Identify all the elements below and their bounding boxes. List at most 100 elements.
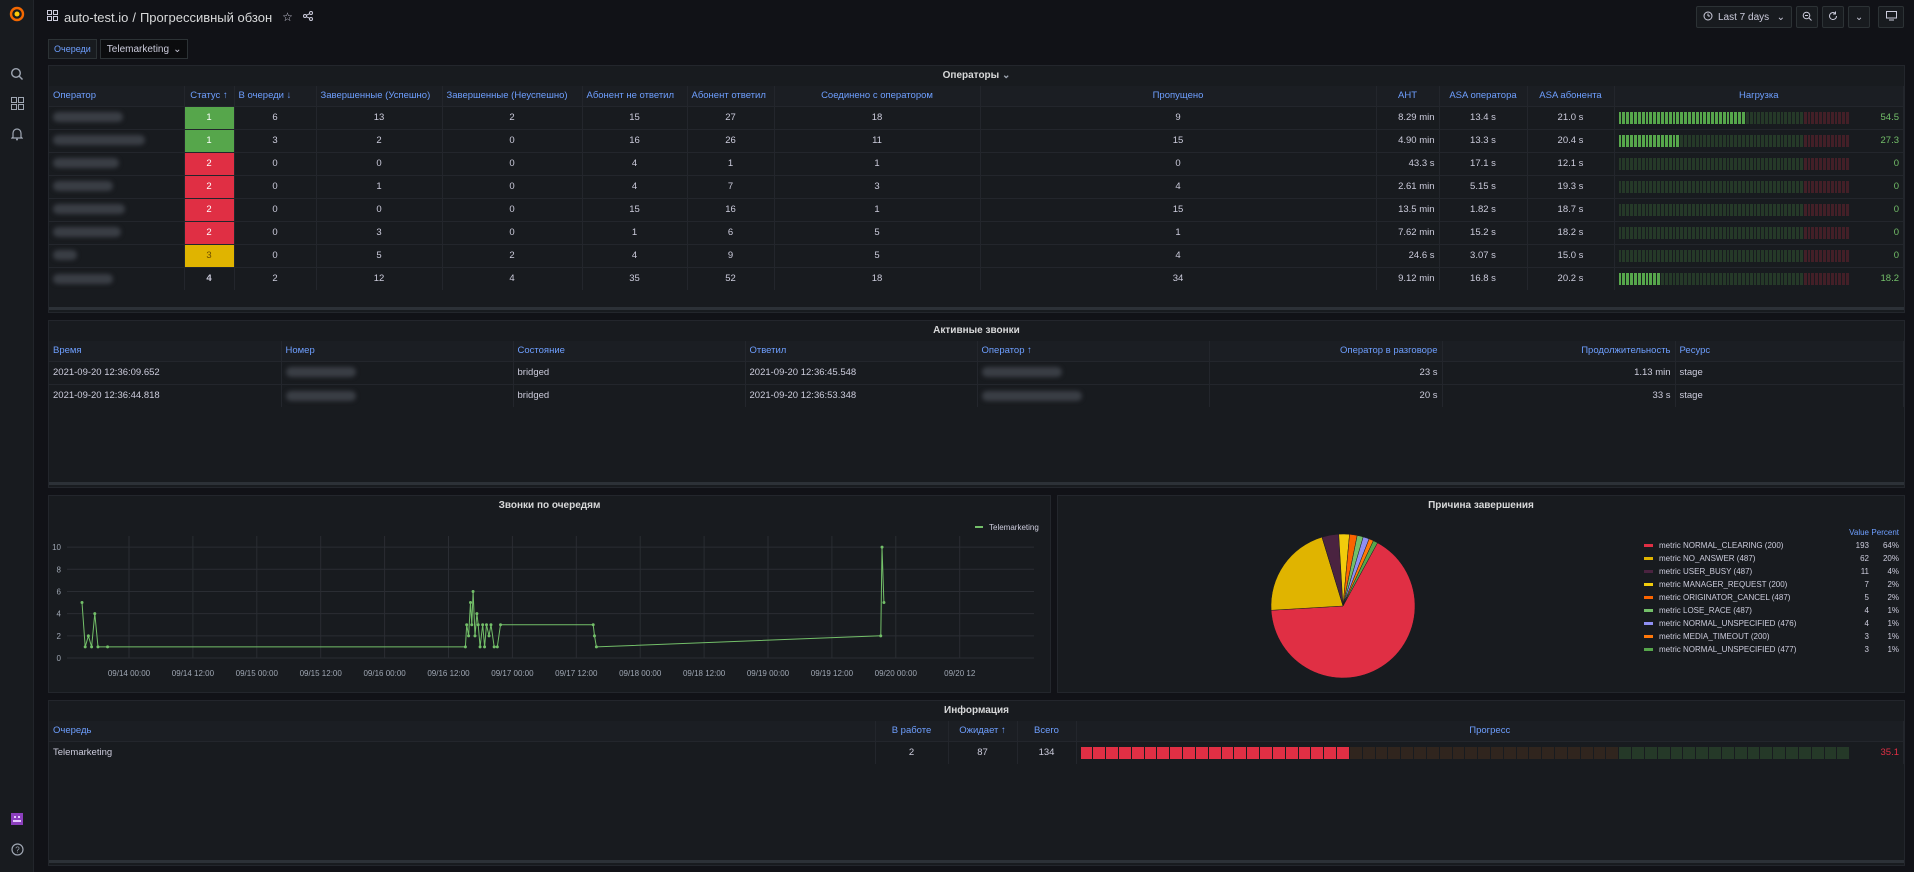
alerting-bell-icon[interactable] (7, 124, 27, 144)
dashboard-title[interactable]: Прогрессивный обзон (139, 9, 273, 25)
x-tick-label: 09/18 00:00 (619, 669, 662, 678)
legend-item[interactable]: metric USER_BUSY (487) 11 4% (1644, 565, 1899, 578)
column-header[interactable]: Завершенные (Успешно) (316, 86, 443, 106)
operator-name-cell (49, 174, 185, 198)
column-header[interactable]: Время (49, 341, 282, 361)
column-header[interactable]: Оператор ↑ (977, 341, 1210, 361)
refresh-interval-dropdown[interactable]: ⌄ (1848, 6, 1870, 28)
redacted-operator (981, 390, 1082, 401)
column-header[interactable]: Нагрузка (1614, 86, 1904, 106)
load-cell: 0 (1614, 220, 1904, 244)
zoom-out-button[interactable] (1796, 6, 1818, 28)
time-picker-button[interactable]: Last 7 days ⌄ (1696, 6, 1792, 28)
dashboards-icon[interactable] (7, 93, 27, 113)
legend-item[interactable]: metric NO_ANSWER (487) 62 20% (1644, 552, 1899, 565)
column-header[interactable]: Номер (281, 341, 514, 361)
table-row[interactable]: 4 2 12 4 35 52 18 34 9.12 min 16.8 s 20.2 s 18.2 (49, 266, 1904, 290)
refresh-button[interactable] (1822, 6, 1844, 28)
legend-item[interactable]: metric ORIGINATOR_CANCEL (487) 5 2% (1644, 591, 1899, 604)
panel-title[interactable]: Причина завершения (1428, 500, 1534, 511)
column-header[interactable]: Прогресс (1076, 721, 1904, 741)
legend-item[interactable]: metric NORMAL_CLEARING (200) 193 64% (1644, 539, 1899, 552)
completed-ok-cell: 12 (316, 266, 443, 290)
panel-scrollbar[interactable] (49, 307, 1904, 310)
panel-scrollbar[interactable] (49, 482, 1904, 485)
user-avatar-icon[interactable] (7, 809, 27, 829)
column-header[interactable]: Завершенные (Неуспешно) (442, 86, 583, 106)
panel-title[interactable]: Звонки по очередям (498, 500, 601, 511)
legend-item[interactable]: metric NORMAL_UNSPECIFIED (476) 4 1% (1644, 617, 1899, 630)
grafana-logo-icon[interactable] (7, 4, 27, 24)
column-header[interactable]: Абонент ответил (687, 86, 775, 106)
table-row[interactable]: 2021-09-20 12:36:09.652 bridged 2021-09-20… (49, 360, 1904, 384)
column-header[interactable]: Ответил (745, 341, 978, 361)
view-mode-button[interactable] (1878, 6, 1904, 28)
column-header[interactable]: Пропущено (980, 86, 1377, 106)
help-icon[interactable]: ? (7, 839, 27, 859)
column-header[interactable]: В очереди ↓ (234, 86, 317, 106)
folder-link[interactable]: auto-test.io (64, 9, 129, 25)
answered-cell: 27 (687, 105, 775, 129)
resource-cell: stage (1675, 383, 1904, 407)
column-header[interactable]: AHT (1376, 86, 1440, 106)
column-header[interactable]: Всего (1017, 721, 1077, 741)
column-header[interactable]: ASA абонента (1527, 86, 1615, 106)
legend-percent-header[interactable]: Percent (1871, 528, 1899, 537)
x-tick-label: 09/14 12:00 (172, 669, 215, 678)
column-header[interactable]: В работе (875, 721, 949, 741)
column-header[interactable]: Состояние (513, 341, 746, 361)
answered-cell: 52 (687, 266, 775, 290)
aht-cell: 24.6 s (1376, 243, 1440, 267)
completed-fail-cell: 0 (442, 197, 583, 221)
queue-variable-select[interactable]: Telemarketing ⌄ (99, 39, 189, 59)
column-header[interactable]: Абонент не ответил (582, 86, 688, 106)
column-header[interactable]: Ожидает ↑ (948, 721, 1018, 741)
column-header[interactable]: Ресурс (1675, 341, 1904, 361)
answered-cell: 2021-09-20 12:36:53.348 (745, 383, 978, 407)
legend-value: 7 (1864, 580, 1869, 589)
redacted-operator-name (53, 273, 113, 284)
column-header[interactable]: Оператор (49, 86, 185, 106)
column-header[interactable]: ASA оператора (1439, 86, 1528, 106)
legend-item[interactable]: metric NORMAL_UNSPECIFIED (477) 3 1% (1644, 643, 1899, 656)
queue-variable-label: Очереди (48, 39, 97, 59)
legend-item[interactable]: metric MEDIA_TIMEOUT (200) 3 1% (1644, 630, 1899, 643)
column-header[interactable]: Статус ↑ (184, 86, 235, 106)
panel-title[interactable]: Операторы ⌄ (942, 70, 1011, 81)
load-cell: 54.5 (1614, 105, 1904, 129)
legend-item[interactable]: metric LOSE_RACE (487) 4 1% (1644, 604, 1899, 617)
completed-fail-cell: 2 (442, 243, 583, 267)
search-icon[interactable] (7, 64, 27, 84)
legend-swatch (1644, 596, 1653, 599)
redacted-operator-name (53, 158, 119, 169)
share-icon[interactable] (302, 10, 313, 24)
column-header[interactable]: Очередь (49, 721, 876, 741)
time-range-label: Last 7 days (1718, 11, 1770, 23)
column-header[interactable]: Соединено с оператором (774, 86, 981, 106)
legend-swatch (1644, 635, 1653, 638)
star-icon[interactable]: ☆ (282, 10, 293, 24)
table-row[interactable]: 1 6 13 2 15 27 18 9 8.29 min 13.4 s 21.0 s 54.5 (49, 105, 1904, 129)
table-row[interactable]: 2021-09-20 12:36:44.818 bridged 2021-09-20… (49, 383, 1904, 407)
table-row[interactable]: 1 3 2 0 16 26 11 15 4.90 min 13.3 s 20.4 s 27.3 (49, 128, 1904, 152)
aht-cell: 8.29 min (1376, 105, 1440, 129)
no-answer-cell: 16 (582, 128, 688, 152)
load-cell: 18.2 (1614, 266, 1904, 290)
column-header[interactable]: Продолжительность (1442, 341, 1676, 361)
missed-cell: 34 (980, 266, 1377, 290)
load-gauge (1618, 111, 1850, 124)
column-header[interactable]: Оператор в разговоре (1209, 341, 1443, 361)
panel-scrollbar[interactable] (49, 860, 1904, 863)
table-row[interactable]: Telemarketing 2 87 134 35.1 (49, 740, 1904, 764)
series-line (81, 547, 885, 648)
panel-title[interactable]: Информация (944, 705, 1009, 716)
legend-item[interactable]: metric MANAGER_REQUEST (200) 7 2% (1644, 578, 1899, 591)
legend-value-header[interactable]: Value (1849, 528, 1869, 537)
panel-title[interactable]: Активные звонки (933, 325, 1020, 336)
aht-cell: 7.62 min (1376, 220, 1440, 244)
